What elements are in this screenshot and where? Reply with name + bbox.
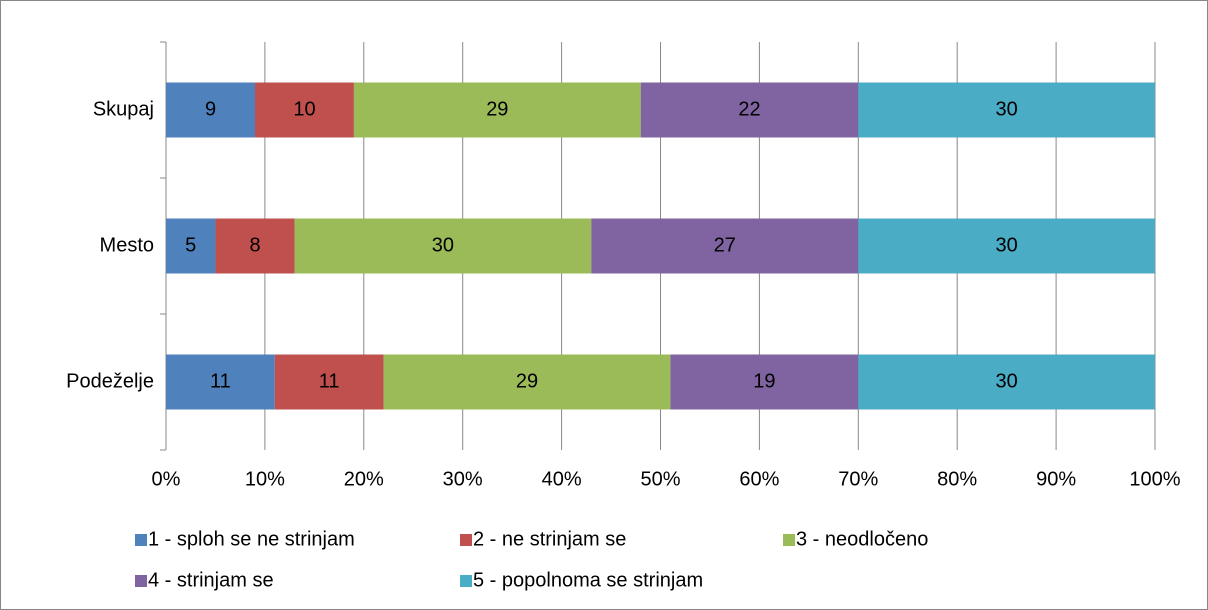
legend-label: 4 - strinjam se [148, 569, 274, 591]
data-label: 30 [996, 370, 1018, 392]
bar-segment [166, 82, 256, 138]
data-label: 8 [249, 234, 260, 256]
data-label: 30 [996, 98, 1018, 120]
data-label: 29 [486, 98, 508, 120]
legend-swatch [135, 534, 147, 546]
x-tick-label: 0% [152, 468, 181, 490]
bar-segment [858, 82, 1155, 138]
x-tick-label: 60% [739, 468, 779, 490]
x-tick-label: 70% [838, 468, 878, 490]
data-label: 19 [753, 370, 775, 392]
bar-segment [670, 354, 859, 410]
legend-swatch [460, 534, 472, 546]
legend-label: 2 - ne strinjam se [473, 528, 626, 550]
legend-swatch [783, 534, 795, 546]
x-tick-label: 20% [344, 468, 384, 490]
x-tick-label: 90% [1036, 468, 1076, 490]
x-tick-label: 100% [1129, 468, 1180, 490]
bar-segment [166, 218, 216, 274]
bar-segment [294, 218, 592, 274]
bar-segment [274, 354, 384, 410]
data-label: 27 [714, 234, 736, 256]
bar-segment [353, 82, 641, 138]
data-label: 22 [738, 98, 760, 120]
bar-segment [858, 354, 1155, 410]
data-label: 9 [205, 98, 216, 120]
bar-segment [166, 354, 275, 410]
legend-swatch [135, 575, 147, 587]
data-label: 5 [185, 234, 196, 256]
bar-segment [383, 354, 671, 410]
bar-segment [640, 82, 859, 138]
legend-label: 3 - neodločeno [796, 528, 928, 550]
legend-label: 1 - sploh se ne strinjam [148, 528, 355, 550]
y-tick-label: Mesto [100, 234, 154, 256]
x-tick-label: 40% [542, 468, 582, 490]
x-tick-label: 80% [937, 468, 977, 490]
bar-segment [215, 218, 295, 274]
legend-swatch [460, 575, 472, 587]
x-tick-label: 10% [245, 468, 285, 490]
data-label: 30 [996, 234, 1018, 256]
x-tick-label: 50% [640, 468, 680, 490]
data-label: 30 [432, 234, 454, 256]
data-label: 11 [319, 370, 340, 392]
bar-segment [591, 218, 859, 274]
data-label: 29 [516, 370, 538, 392]
data-label: 11 [210, 370, 231, 392]
bar-segment [858, 218, 1155, 274]
data-label: 10 [293, 98, 315, 120]
x-tick-label: 30% [443, 468, 483, 490]
y-tick-label: Podeželje [66, 370, 154, 392]
bar-segment [255, 82, 354, 138]
y-tick-label: Skupaj [93, 98, 154, 120]
legend-label: 5 - popolnoma se strinjam [473, 569, 703, 591]
